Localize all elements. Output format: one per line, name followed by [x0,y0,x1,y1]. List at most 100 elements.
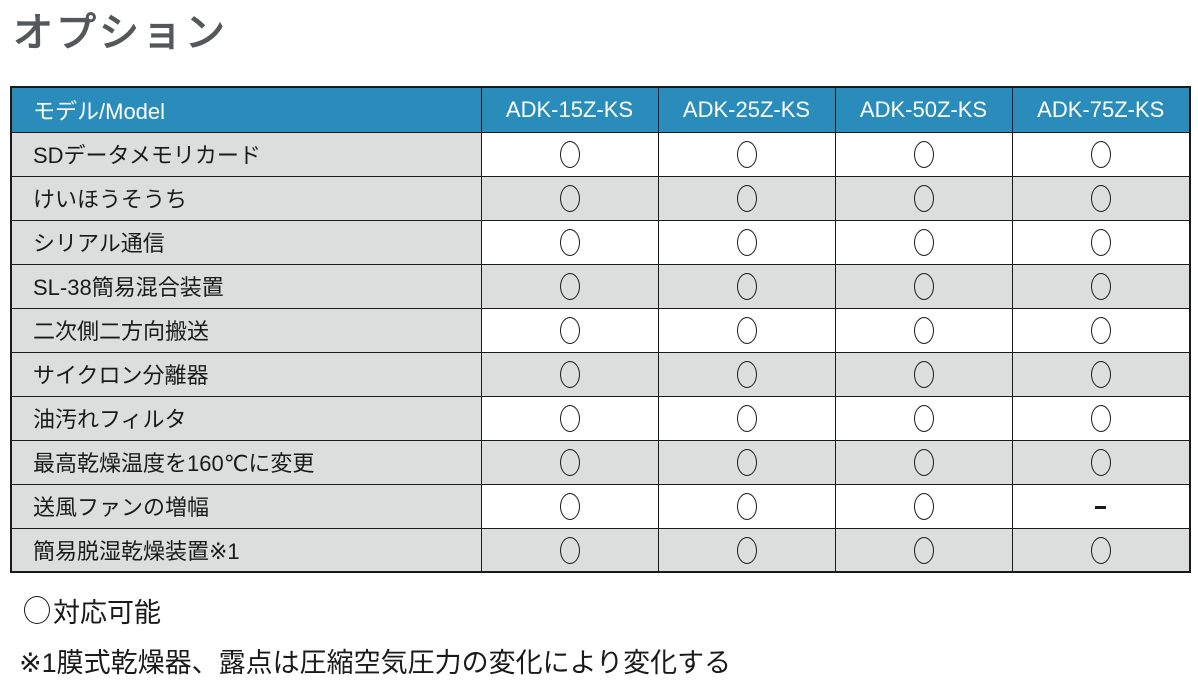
availability-cell [834,527,1013,573]
availability-cell [1011,527,1191,573]
option-label: けいほうそうち [10,175,482,221]
available-circle-icon [1090,228,1111,256]
page-title: オプション [13,11,228,55]
availability-cell [834,131,1013,177]
available-circle-icon [559,448,580,476]
table-row: SDデータメモリカード [10,131,1191,177]
option-label: 二次側二方向搬送 [10,307,482,353]
table-row: サイクロン分離器 [10,351,1191,397]
table-notes: 対応可能 ※1膜式乾燥器、露点は圧縮空気圧力の変化により変化する [19,594,731,680]
availability-cell [834,263,1013,309]
available-circle-icon [913,360,934,388]
available-circle-icon [1090,316,1111,344]
column-header: ADK-75Z-KS [1011,86,1191,133]
available-circle-icon [559,404,580,432]
availability-cell [1011,439,1191,485]
availability-cell [1011,351,1191,397]
available-circle-icon [736,228,757,256]
availability-cell [1011,263,1191,309]
option-label: サイクロン分離器 [10,351,482,397]
availability-cell [834,439,1013,485]
not-available-dash-icon [1095,505,1107,509]
legend-available: 対応可能 [24,594,731,628]
availability-cell [1011,175,1191,221]
available-circle-icon [736,404,757,432]
availability-cell [480,175,659,221]
option-label: 最高乾燥温度を160℃に変更 [10,439,482,485]
available-circle-icon [913,184,934,212]
available-circle-icon [736,492,757,520]
available-circle-icon [736,272,757,300]
available-circle-icon [1090,448,1111,476]
availability-cell [834,351,1013,397]
availability-cell [657,439,836,485]
availability-cell [1011,131,1191,177]
option-label: SL-38簡易混合装置 [10,263,482,309]
availability-cell [657,527,836,573]
availability-cell [480,131,659,177]
available-circle-icon [1090,404,1111,432]
column-header-model: モデル/Model [10,86,482,133]
column-header: ADK-50Z-KS [834,86,1013,133]
availability-cell [480,483,659,529]
availability-cell [480,439,659,485]
option-label: シリアル通信 [10,219,482,265]
availability-cell [480,351,659,397]
availability-cell [834,307,1013,353]
available-circle-icon [736,536,757,564]
available-circle-icon [24,596,50,624]
available-circle-icon [559,360,580,388]
available-circle-icon [559,316,580,344]
available-circle-icon [559,184,580,212]
option-label: SDデータメモリカード [10,131,482,177]
available-circle-icon [1090,272,1111,300]
availability-cell [657,395,836,441]
availability-cell [834,175,1013,221]
column-header: ADK-15Z-KS [480,86,659,133]
table-header-row: モデル/Model ADK-15Z-KS ADK-25Z-KS ADK-50Z-KS A… [10,86,1191,133]
available-circle-icon [1090,140,1111,168]
table-row: 送風ファンの増幅 [10,483,1191,529]
available-circle-icon [559,492,580,520]
table-row: 簡易脱湿乾燥装置※1 [10,527,1191,573]
availability-cell [1011,219,1191,265]
availability-cell [657,131,836,177]
availability-cell [657,263,836,309]
available-circle-icon [913,492,934,520]
column-header: ADK-25Z-KS [657,86,836,133]
option-label: 簡易脱湿乾燥装置※1 [10,527,482,573]
availability-cell [480,395,659,441]
available-circle-icon [559,272,580,300]
available-circle-icon [913,272,934,300]
available-circle-icon [736,448,757,476]
table-row: 二次側二方向搬送 [10,307,1191,353]
availability-cell [480,527,659,573]
available-circle-icon [736,360,757,388]
availability-cell [480,307,659,353]
table-row: 最高乾燥温度を160℃に変更 [10,439,1191,485]
available-circle-icon [559,228,580,256]
available-circle-icon [736,316,757,344]
legend-label: 対応可能 [53,597,161,628]
availability-cell [834,395,1013,441]
available-circle-icon [1090,360,1111,388]
available-circle-icon [1090,536,1111,564]
availability-cell [657,483,836,529]
availability-cell [657,351,836,397]
availability-cell [657,307,836,353]
table-row: 油汚れフィルタ [10,395,1191,441]
option-label: 送風ファンの増幅 [10,483,482,529]
availability-cell [657,219,836,265]
options-table: モデル/Model ADK-15Z-KS ADK-25Z-KS ADK-50Z-KS A… [10,86,1191,573]
option-label: 油汚れフィルタ [10,395,482,441]
table-row: SL-38簡易混合装置 [10,263,1191,309]
availability-cell [834,219,1013,265]
available-circle-icon [913,536,934,564]
available-circle-icon [913,316,934,344]
availability-cell [657,175,836,221]
available-circle-icon [736,184,757,212]
available-circle-icon [913,140,934,168]
availability-cell [480,219,659,265]
availability-cell [1011,307,1191,353]
availability-cell [834,483,1013,529]
